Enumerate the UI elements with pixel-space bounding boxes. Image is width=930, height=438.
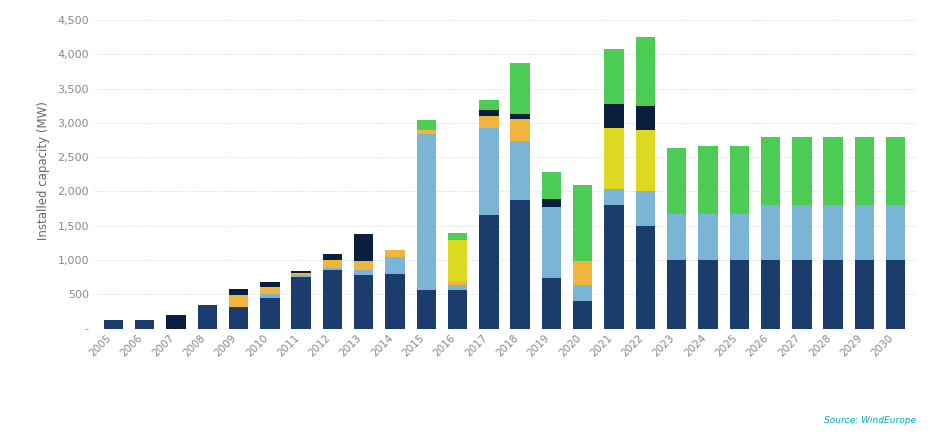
Bar	[103, 320, 123, 328]
Bar	[667, 214, 686, 260]
Bar	[448, 281, 467, 285]
Bar	[886, 260, 906, 328]
Bar	[135, 320, 154, 328]
Bar	[354, 234, 374, 261]
Bar	[385, 257, 405, 274]
Bar	[855, 205, 874, 260]
Bar	[323, 260, 342, 268]
Bar	[229, 307, 248, 328]
Bar	[511, 114, 530, 120]
Bar	[792, 260, 812, 328]
Bar	[729, 214, 749, 260]
Bar	[886, 205, 906, 260]
Bar	[604, 49, 624, 104]
Bar	[573, 261, 592, 285]
Bar	[698, 146, 718, 214]
Bar	[823, 137, 843, 205]
Bar	[573, 285, 592, 301]
Bar	[448, 285, 467, 290]
Bar	[260, 294, 280, 298]
Bar	[323, 268, 342, 270]
Bar	[792, 137, 812, 205]
Bar	[573, 301, 592, 328]
Bar	[635, 106, 655, 130]
Bar	[855, 137, 874, 205]
Bar	[323, 270, 342, 328]
Bar	[823, 260, 843, 328]
Bar	[291, 271, 311, 273]
Bar	[417, 120, 436, 131]
Bar	[511, 63, 530, 114]
Bar	[479, 110, 498, 117]
Bar	[166, 315, 186, 328]
Bar	[604, 104, 624, 127]
Bar	[291, 277, 311, 328]
Bar	[260, 282, 280, 287]
Bar	[291, 273, 311, 275]
Bar	[604, 127, 624, 189]
Bar	[511, 141, 530, 200]
Bar	[479, 100, 498, 110]
Bar	[354, 261, 374, 269]
Bar	[792, 205, 812, 260]
Bar	[511, 200, 530, 328]
Bar	[354, 275, 374, 328]
Bar	[385, 274, 405, 328]
Bar	[823, 205, 843, 260]
Bar	[291, 275, 311, 277]
Bar	[417, 131, 436, 134]
Bar	[260, 287, 280, 294]
Bar	[635, 37, 655, 106]
Bar	[260, 298, 280, 328]
Bar	[323, 254, 342, 260]
Bar	[479, 127, 498, 215]
Bar	[761, 205, 780, 260]
Bar	[417, 134, 436, 290]
Bar	[667, 148, 686, 214]
Bar	[604, 205, 624, 328]
Bar	[511, 120, 530, 141]
Y-axis label: Installed capacity (MW): Installed capacity (MW)	[37, 101, 50, 240]
Bar	[479, 117, 498, 127]
Bar	[729, 146, 749, 214]
Bar	[448, 290, 467, 328]
Bar	[698, 214, 718, 260]
Bar	[667, 260, 686, 328]
Bar	[479, 215, 498, 328]
Bar	[573, 185, 592, 261]
Bar	[229, 295, 248, 307]
Bar	[354, 269, 374, 275]
Bar	[385, 250, 405, 257]
Bar	[635, 226, 655, 328]
Bar	[635, 191, 655, 226]
Bar	[761, 260, 780, 328]
Bar	[417, 290, 436, 328]
Bar	[729, 260, 749, 328]
Bar	[448, 240, 467, 281]
Text: Source: WindEurope: Source: WindEurope	[824, 416, 916, 425]
Bar	[229, 290, 248, 295]
Bar	[698, 260, 718, 328]
Bar	[542, 279, 561, 328]
Bar	[855, 260, 874, 328]
Bar	[448, 233, 467, 240]
Bar	[635, 130, 655, 191]
Bar	[542, 207, 561, 279]
Bar	[604, 189, 624, 205]
Bar	[761, 137, 780, 205]
Bar	[197, 304, 217, 328]
Bar	[542, 199, 561, 207]
Bar	[542, 172, 561, 199]
Bar	[886, 137, 906, 205]
